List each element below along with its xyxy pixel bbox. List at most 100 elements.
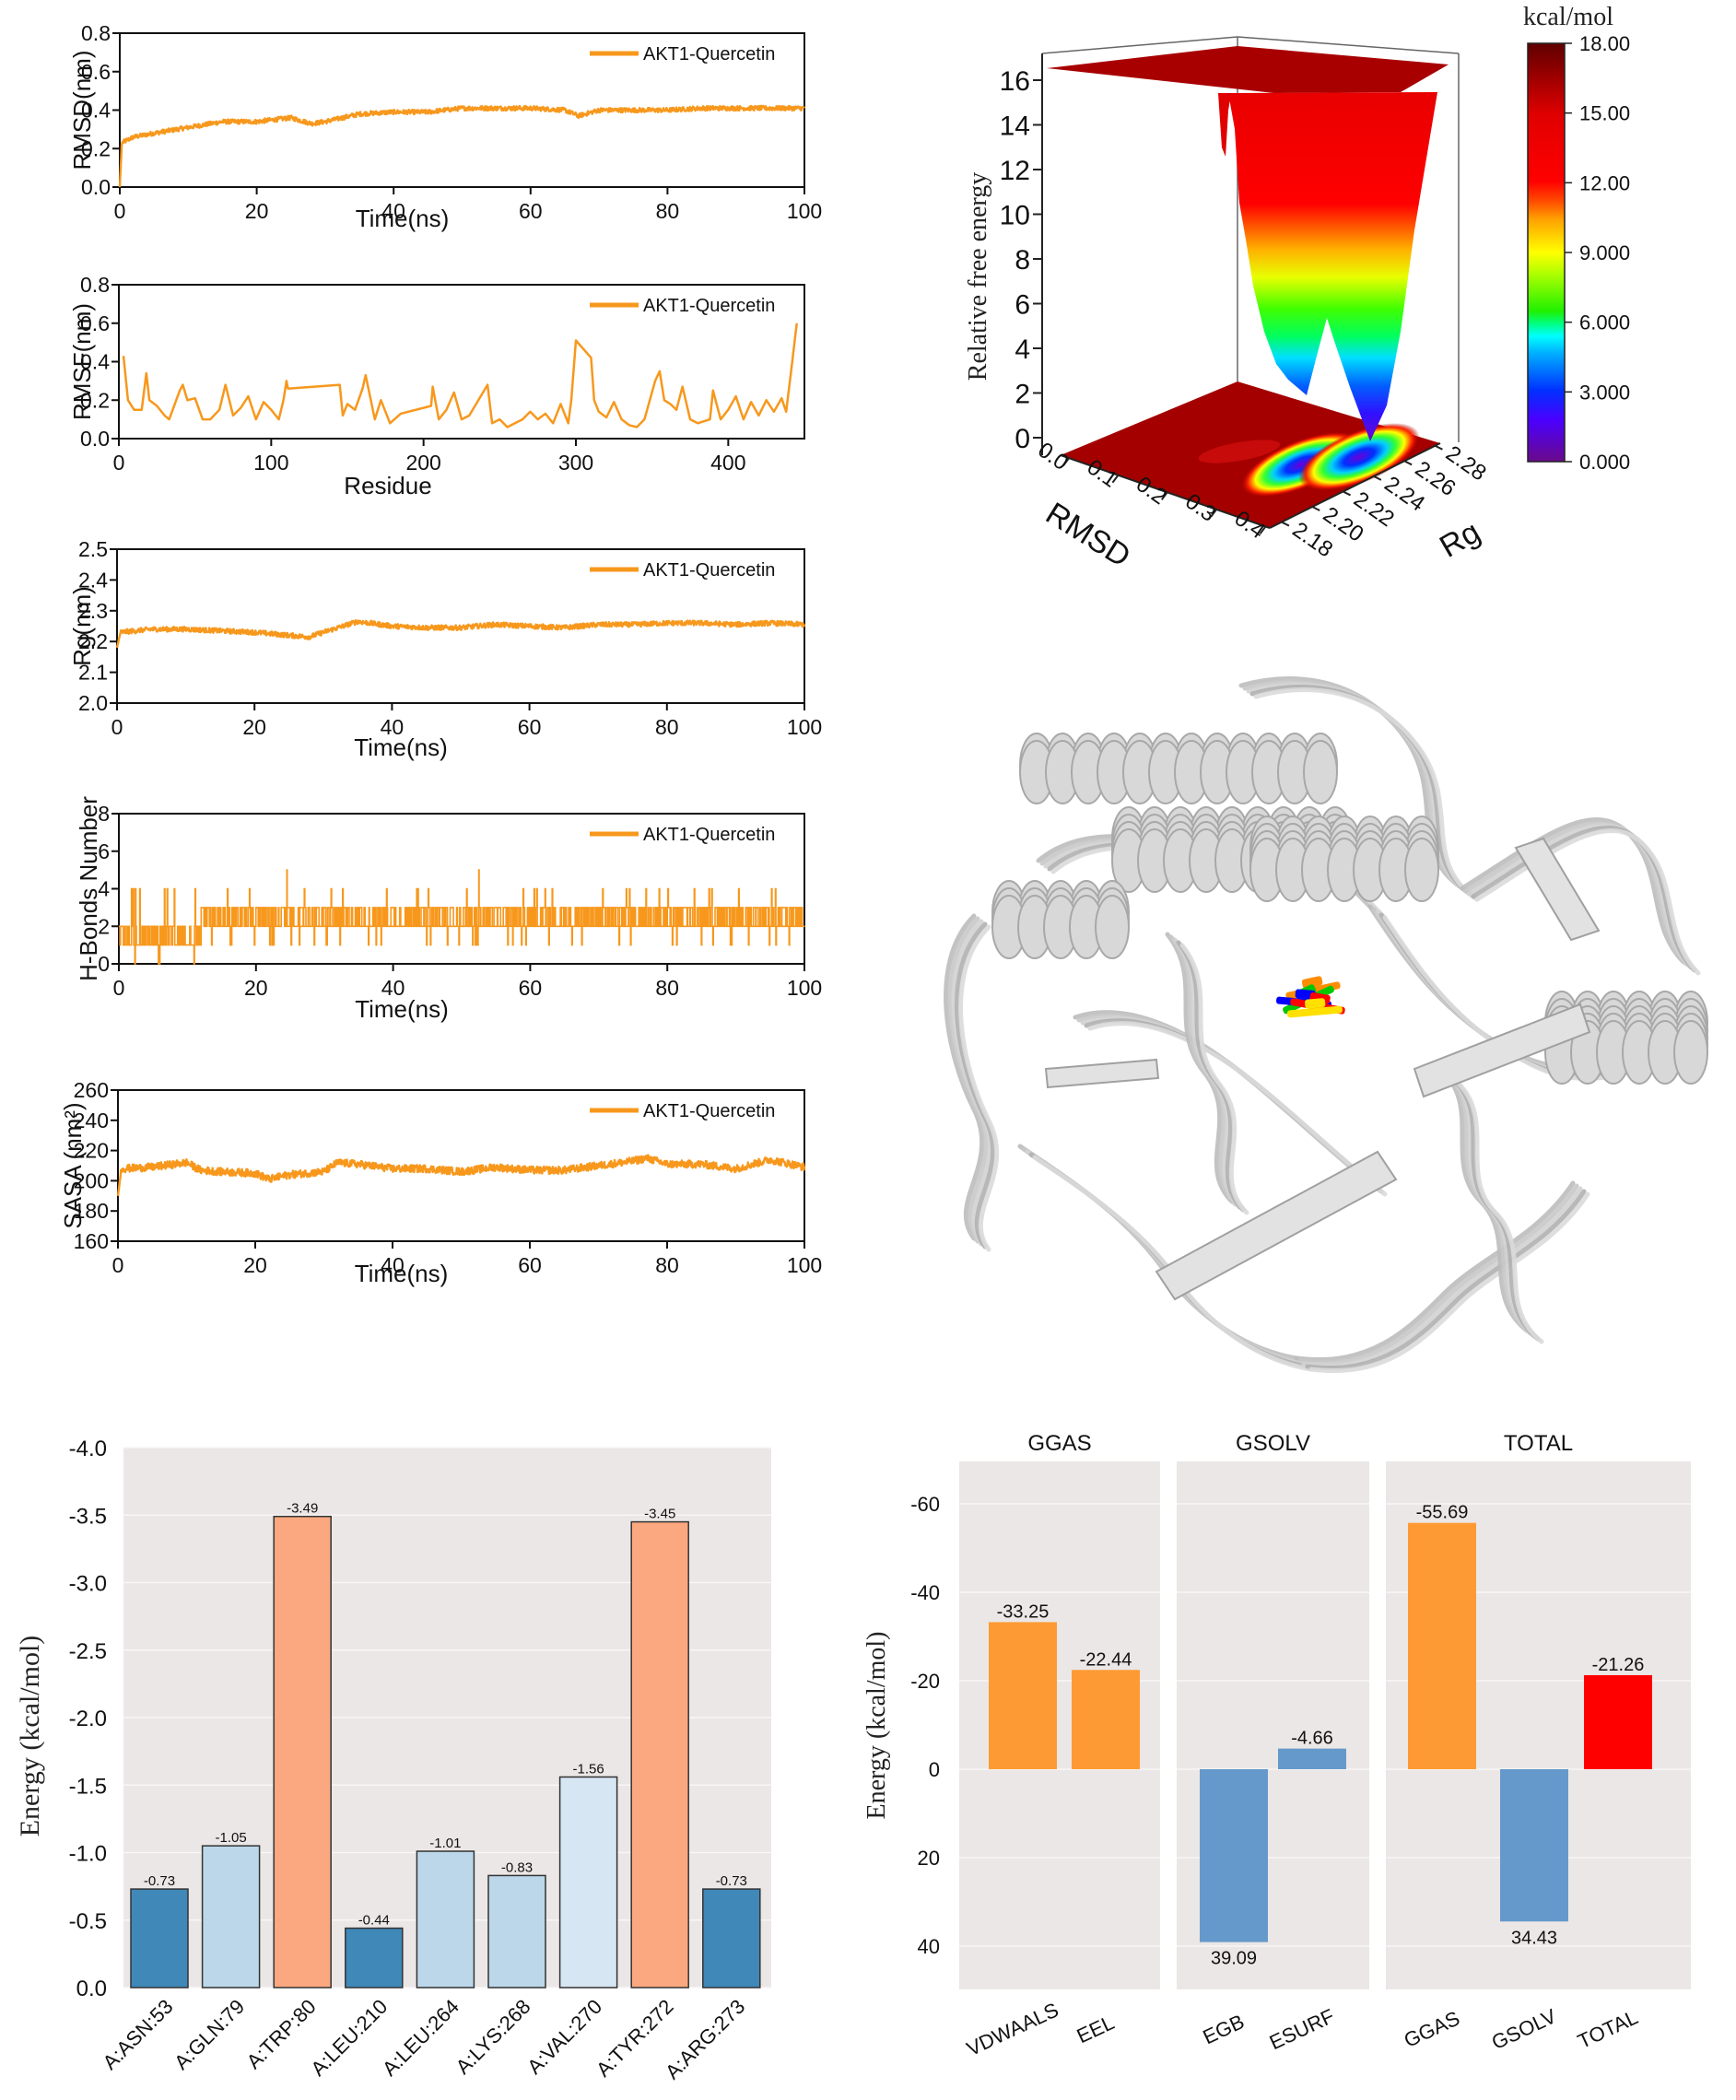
rmsd-xlabel: Time(ns)	[356, 205, 450, 232]
helix-turn	[1673, 1020, 1708, 1085]
y-tick-label: 0.0	[80, 427, 110, 451]
fel-top-edge-left	[1041, 36, 1238, 54]
bar-value-label: -22.44	[1080, 1649, 1132, 1670]
coil-tube	[958, 924, 1000, 1252]
y-tick-label: -2.0	[69, 1707, 107, 1731]
y-tick-label: -40	[910, 1581, 940, 1604]
y-tick-label: 260	[74, 1078, 109, 1102]
fel-well-surface	[1228, 92, 1437, 441]
beta-strand	[1155, 1150, 1398, 1301]
y-tick-label: -0.5	[69, 1909, 107, 1934]
y-tick-label: 0	[98, 952, 110, 976]
bar-value-label: -0.73	[144, 1873, 175, 1889]
facet-title: TOTAL	[1504, 1431, 1573, 1456]
rmsf-ylabel: RMSF(nm)	[68, 303, 96, 420]
bar-value-label: -21.26	[1592, 1655, 1645, 1675]
bar	[1200, 1769, 1268, 1942]
x-tick-label: 100	[787, 1253, 822, 1277]
bar	[702, 1888, 761, 1989]
bar-value-label: -4.66	[1291, 1729, 1333, 1749]
facet-title: GGAS	[1027, 1431, 1091, 1456]
residue-decomposition-chart: 0.0 -0.5 -1.0 -1.5 -2.0 -2.5 -3.0 -3.5 -4.0 Energ…	[15, 1437, 771, 2083]
x-tick-label: 60	[519, 976, 543, 1000]
y-tick-label: 0.0	[81, 175, 111, 199]
x-tick-label: 40	[381, 1253, 405, 1277]
bar	[989, 1622, 1057, 1769]
y-tick-label: 2.3	[78, 599, 108, 623]
y-tick-label: 0.8	[81, 21, 111, 45]
helix-turn	[1095, 895, 1130, 959]
fel-xlabel: RMSD	[1039, 496, 1136, 574]
category-label: GSOLV	[1488, 2004, 1560, 2054]
x-tick-label: 300	[558, 451, 593, 475]
hbonds-ylabel: H-Bonds Number	[75, 796, 102, 981]
x-tick-label: 0	[114, 199, 126, 223]
colorbar-tick-label: 0.000	[1579, 451, 1630, 474]
rmsf-xlabel: Residue	[344, 472, 431, 499]
legend-label: AKT1-Quercetin	[643, 825, 775, 845]
y-tick-label: 6	[98, 839, 110, 863]
rmsd-series-line	[118, 104, 806, 188]
rg-xlabel: Time(ns)	[354, 733, 448, 761]
coil-tube	[1253, 687, 1480, 902]
z-tick-label: 14	[1000, 111, 1030, 142]
rg-chart: 2.0 2.1 2.2 2.3 2.4 2.5 0 20 40 60 80 100 Time(ns) Rg…	[68, 537, 822, 761]
ligand-ring	[1305, 998, 1326, 1009]
x-tick-label: 100	[787, 199, 822, 223]
colorbar-tick-label: 18.00	[1579, 32, 1630, 55]
rmsd-tick-label: 0.0	[1033, 438, 1073, 475]
x-tick-label: 20	[243, 1253, 267, 1277]
coil-tube	[1179, 943, 1249, 1215]
x-tick-label: 60	[518, 1253, 542, 1277]
category-label: TOTAL	[1574, 2005, 1641, 2053]
sasa-ylabel: SASA (nm²)	[59, 1102, 87, 1228]
mmgbsa-components-chart: 40 20 0 -20 -40 -60 Energy (kcal/mol) GGAS -33.2…	[862, 1431, 1691, 2060]
bar-value-label: -3.49	[287, 1501, 318, 1517]
rg-tick	[1311, 506, 1320, 511]
legend-label: AKT1-Quercetin	[643, 44, 775, 65]
bar	[1584, 1674, 1652, 1769]
hbonds-series-line	[119, 869, 805, 965]
protein-ribbons	[944, 676, 1708, 1373]
x-tick-label: 60	[518, 715, 542, 739]
category-label: EGB	[1199, 2010, 1248, 2048]
z-tick-label: 2	[1015, 380, 1030, 410]
facet-ggas: GGAS -33.25 VDWAALS -22.44 EEL	[959, 1431, 1160, 2060]
z-tick-label: 4	[1015, 334, 1030, 365]
rg-tick	[1343, 490, 1351, 497]
fel-bottom-right-edge	[1269, 442, 1441, 529]
helix-turn	[1404, 838, 1439, 902]
y-tick-label: -3.5	[69, 1504, 107, 1529]
mmgbsa-ylabel: Energy (kcal/mol)	[862, 1632, 891, 1820]
rmsd-tick	[1210, 509, 1217, 518]
rmsd-chart: 0.0 0.2 0.4 0.6 0.8 0 20 40 60 80 100 Time(ns) RMSD(…	[68, 21, 822, 232]
y-tick-label: 0.4	[81, 99, 111, 123]
y-tick-label: -1.5	[69, 1774, 107, 1799]
category-label: A:GLN:79	[170, 1995, 249, 2074]
y-tick-label: -2.5	[69, 1639, 107, 1664]
bar	[201, 1845, 261, 1989]
bar-value-label: 39.09	[1211, 1949, 1257, 1969]
bar	[345, 1927, 404, 1989]
y-tick-label: 0.8	[80, 273, 110, 297]
bar-value-label: -1.01	[429, 1836, 461, 1851]
category-label: A:LEU:264	[378, 1995, 463, 2081]
bar-value-label: -0.73	[716, 1873, 747, 1889]
y-tick-label: 2.0	[78, 691, 108, 715]
beta-strand	[1514, 837, 1601, 942]
beta-strand	[1413, 1003, 1591, 1098]
bar-value-label: -1.05	[215, 1830, 246, 1846]
y-tick-label: 0.6	[80, 311, 110, 335]
fel-top-edge-right	[1237, 36, 1460, 54]
x-tick-label: 80	[655, 1253, 679, 1277]
x-tick-label: 40	[381, 715, 405, 739]
fel-spike	[1218, 93, 1231, 157]
beta-strand	[1044, 1058, 1160, 1089]
rg-ylabel: Rg(nm)	[68, 586, 96, 666]
bar	[487, 1874, 546, 1989]
coil-tube	[1297, 1183, 1579, 1365]
z-tick-label: 10	[1000, 201, 1030, 231]
y-tick-label: 220	[74, 1139, 109, 1163]
hbonds-xlabel: Time(ns)	[355, 995, 449, 1023]
